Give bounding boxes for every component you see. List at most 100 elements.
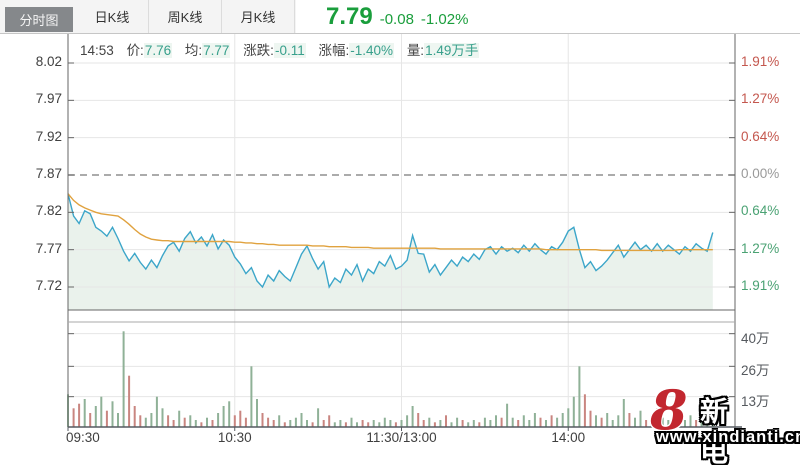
volume-bar — [667, 420, 670, 427]
tab-weekly-k[interactable]: 周K线 — [149, 0, 222, 33]
volume-bar — [583, 394, 586, 427]
volume-bar — [250, 366, 253, 427]
volume-bar — [233, 415, 236, 427]
volume-bar — [400, 420, 403, 427]
volume-bar — [194, 420, 197, 427]
readout-average: 均:7.77 — [184, 43, 231, 58]
volume-bar — [383, 417, 386, 427]
volume-bar — [228, 401, 231, 427]
volume-bar — [528, 420, 531, 427]
volume-bar — [611, 420, 614, 427]
volume-bar — [361, 420, 364, 427]
volume-bar — [200, 422, 203, 427]
volume-bar — [339, 420, 342, 427]
volume-bar — [161, 408, 164, 427]
volume-bar — [111, 401, 114, 427]
volume-bar — [94, 406, 97, 427]
volume-bar — [478, 422, 481, 427]
tab-intraday[interactable]: 分时图 — [5, 7, 73, 32]
volume-bar — [300, 413, 303, 427]
volume-bar — [622, 399, 625, 427]
volume-bar — [661, 417, 664, 427]
volume-bar — [645, 420, 648, 427]
volume-bar — [411, 406, 414, 427]
tab-monthly-k[interactable]: 月K线 — [222, 0, 295, 33]
volume-bar — [278, 415, 281, 427]
volume-bar — [356, 422, 358, 427]
volume-bar — [672, 413, 675, 427]
volume-bar — [78, 403, 81, 427]
volume-bar — [167, 415, 170, 427]
volume-bar — [211, 420, 214, 427]
volume-bar — [239, 410, 242, 427]
volume-bar — [217, 413, 220, 427]
volume-bar — [467, 422, 470, 427]
volume-bar — [556, 417, 559, 427]
volume-bar — [117, 413, 119, 427]
quote-summary: 7.79 -0.08 -1.02% — [326, 1, 468, 33]
price-area-fill — [68, 193, 713, 310]
volume-bar — [472, 420, 475, 427]
volume-bar — [389, 420, 392, 427]
volume-bar — [483, 417, 486, 427]
volume-bar — [333, 422, 336, 427]
volume-bar — [322, 420, 325, 427]
volume-bar — [72, 408, 75, 427]
volume-bar — [589, 410, 592, 427]
readout-change: 涨跌:-0.11 — [243, 43, 306, 58]
volume-bar — [350, 417, 353, 427]
volume-bar — [439, 420, 442, 427]
volume-bar — [256, 399, 258, 427]
volume-bar — [533, 413, 536, 427]
volume-bar — [122, 331, 125, 427]
volume-bar — [328, 415, 331, 427]
volume-bar — [628, 413, 631, 427]
volume-bar — [678, 417, 681, 427]
volume-bar — [606, 413, 609, 427]
volume-bar — [372, 420, 375, 427]
volume-bar — [539, 417, 542, 427]
volume-bar — [695, 420, 698, 427]
volume-bar — [445, 415, 447, 427]
tab-group: 分时图 日K线 周K线 月K线 — [0, 0, 296, 33]
crosshair-readout: 14:53 价:7.76 均:7.77 涨跌:-0.11 涨幅:-1.40% 量… — [80, 39, 488, 59]
volume-bar — [639, 410, 642, 427]
price-change: -0.08 — [379, 11, 414, 28]
volume-bar — [500, 417, 503, 427]
volume-bar — [428, 417, 431, 427]
volume-bar — [545, 420, 547, 427]
volume-bar — [367, 422, 370, 427]
volume-bar — [289, 420, 292, 427]
volume-bar — [511, 417, 514, 427]
volume-bar — [689, 415, 692, 427]
volume-bar — [617, 415, 620, 427]
volume-bar — [183, 417, 186, 427]
volume-bar — [133, 406, 136, 427]
volume-bar — [461, 420, 464, 427]
volume-bar — [595, 415, 597, 427]
volume-bar — [139, 415, 142, 427]
readout-price: 价:7.76 — [126, 43, 173, 58]
volume-bar — [406, 415, 409, 427]
volume-bar — [83, 399, 86, 427]
volume-bar — [489, 420, 492, 427]
volume-bar — [650, 415, 653, 427]
volume-bar — [700, 417, 703, 427]
last-price: 7.79 — [326, 3, 373, 30]
volume-bar — [495, 415, 497, 427]
volume-bar — [206, 417, 208, 427]
volume-bar — [172, 420, 175, 427]
readout-volume: 量:1.49万手 — [406, 43, 480, 58]
volume-bar — [567, 408, 570, 427]
volume-bar — [89, 413, 92, 427]
volume-bar — [105, 410, 108, 427]
volume-bar — [450, 422, 453, 427]
price-change-percent: -1.02% — [420, 11, 469, 28]
volume-bar — [155, 396, 158, 427]
volume-bar — [394, 422, 397, 427]
volume-bar — [128, 375, 131, 427]
volume-bar — [522, 415, 525, 427]
tab-daily-k[interactable]: 日K线 — [76, 0, 149, 33]
